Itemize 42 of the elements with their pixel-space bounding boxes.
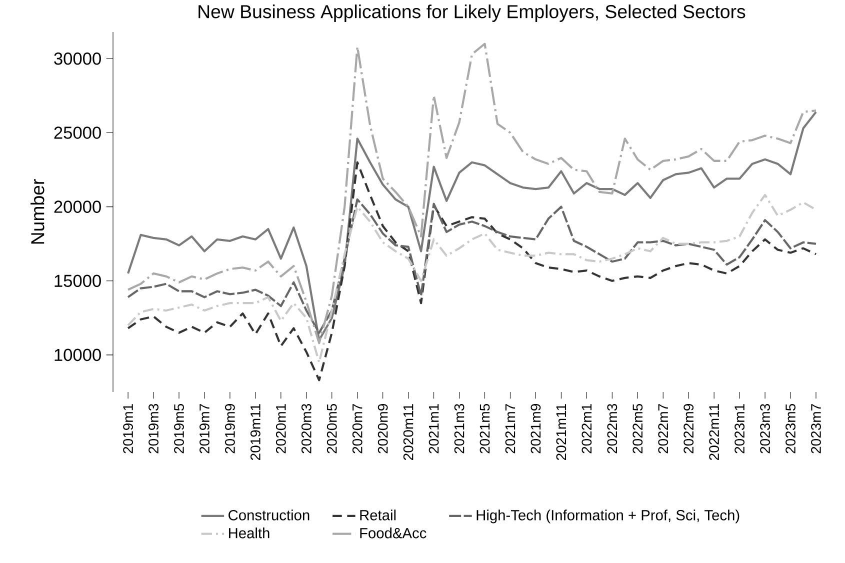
x-tick-label: 2021m5 [480,404,490,454]
x-tick-label: 2019m5 [174,404,184,454]
x-tick-label: 2020m3 [301,404,312,454]
y-tick-label: 25000 [54,126,101,139]
x-tick-label: 2021m11 [556,404,566,460]
line-series [126,110,818,342]
y-tick-label: 10000 [54,348,101,362]
x-tick-label: 2022m11 [709,404,720,460]
x-tick-label: 2019m7 [200,404,210,454]
x-tick-label: 2020m11 [403,404,414,460]
x-tick-label: 2019m3 [148,404,158,454]
chart-title: New Business Applications for Likely Employers, Selected Sectors [198,4,746,22]
y-tick-label: 15000 [54,274,101,288]
legend-label: High-Tech (Information + Prof, Sci, Tech) [476,510,740,524]
x-tick-label: 2023m1 [734,404,745,454]
x-tick-label: 2021m7 [505,404,516,454]
x-tick-label: 2023m5 [786,404,796,454]
x-tick-label: 2022m5 [632,404,643,454]
x-tick-label: 2019m9 [225,404,235,454]
x-tick-label: 2022m3 [607,404,618,454]
x-tick-label: 2022m1 [582,404,592,454]
x-tick-label: 2020m7 [352,404,362,454]
x-tick-label: 2023m3 [760,404,770,454]
y-tick-label: 30000 [54,52,101,65]
x-tick-label: 2022m7 [658,404,668,454]
x-tick-label: 2022m9 [684,404,694,454]
legend-label: Construction [228,510,310,520]
x-tick-label: 2019m11 [250,404,260,460]
x-tick-label: 2019m1 [123,404,134,454]
x-tick-label: 2021m3 [454,404,464,454]
x-tick-label: 2021m1 [428,404,439,454]
line-series [126,42,818,344]
x-tick-label: 2021m9 [530,404,541,454]
legend-label: Food&Acc [360,528,426,538]
legend-label: Health [229,528,270,538]
x-tick-label: 2020m1 [276,404,286,454]
x-tick-label: 2020m5 [326,404,337,454]
y-axis-title: Number [30,179,44,244]
x-tick-label: 2023m7 [811,404,821,454]
x-tick-label: 2020m9 [378,404,388,454]
legend-label: Retail [360,510,396,520]
y-tick-label: 20000 [54,200,101,213]
